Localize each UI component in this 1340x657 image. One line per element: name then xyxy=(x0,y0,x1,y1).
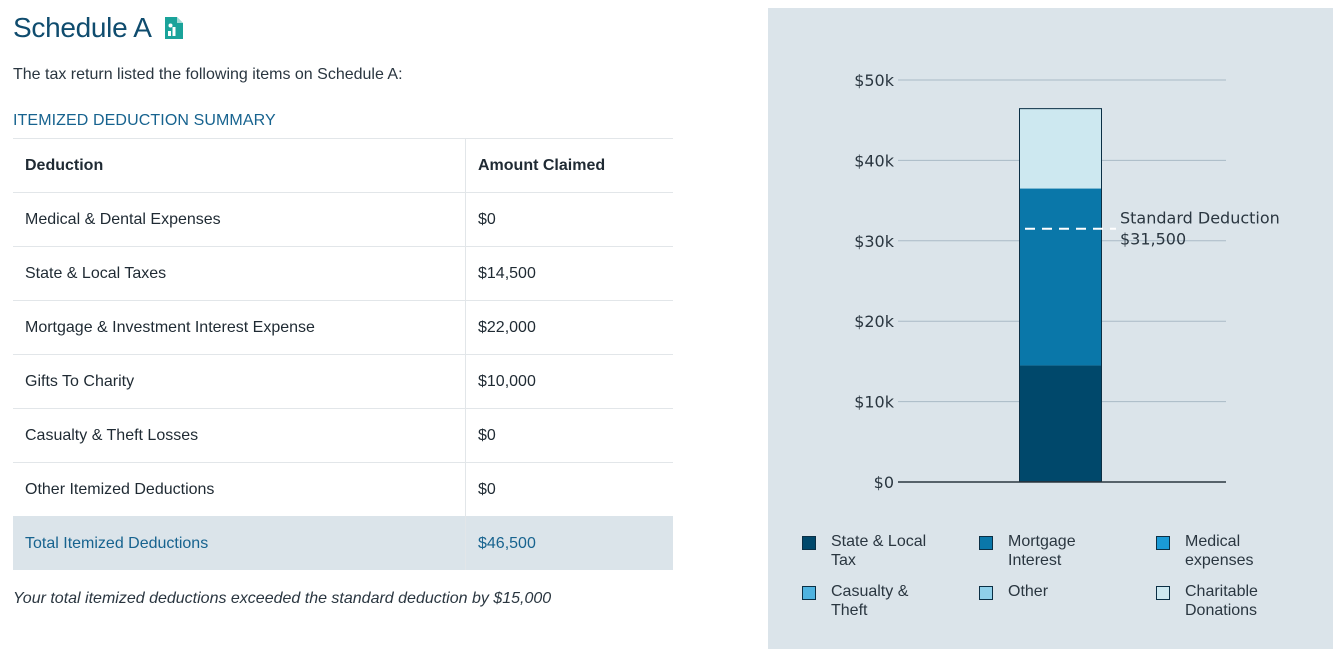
y-tick-label: $30k xyxy=(854,232,895,251)
legend-label: Other xyxy=(1008,583,1049,600)
legend-swatch xyxy=(802,536,816,550)
deduction-amount: $0 xyxy=(465,462,673,517)
legend-swatch xyxy=(1156,536,1170,550)
legend-label: Mortgage Interest xyxy=(1008,533,1076,569)
y-tick-label: $0 xyxy=(874,473,894,492)
intro-text: The tax return listed the following item… xyxy=(13,66,403,83)
total-row: Total Itemized Deductions $46,500 xyxy=(13,516,673,570)
deduction-label: Gifts To Charity xyxy=(13,354,466,409)
legend-label: Casualty & Theft xyxy=(831,583,909,619)
footnote: Your total itemized deductions exceeded … xyxy=(13,590,552,607)
legend-item: Charitable Donations xyxy=(1156,582,1306,620)
deduction-label: Other Itemized Deductions xyxy=(13,462,466,517)
table-row: Casualty & Theft Losses $0 xyxy=(13,408,673,463)
deduction-table: Deduction Amount Claimed Medical & Denta… xyxy=(13,138,673,570)
chart-panel: $0 $10k $20k $30k $40k $50k Standard Deduction… xyxy=(768,8,1333,649)
stacked-bar-chart: $0 $10k $20k $30k $40k $50k Standard Deduction… xyxy=(854,71,1280,492)
table-row: Gifts To Charity $10,000 xyxy=(13,354,673,409)
legend-swatch xyxy=(979,586,993,600)
legend-item: Casualty & Theft xyxy=(802,582,979,620)
y-tick-label: $50k xyxy=(854,71,895,90)
deduction-amount: $0 xyxy=(465,192,673,247)
y-tick-label: $10k xyxy=(854,393,895,412)
legend-label: Medical expenses xyxy=(1185,533,1254,569)
document-chart-icon[interactable] xyxy=(164,16,184,40)
y-tick-label: $20k xyxy=(854,312,895,331)
page-title: Schedule A xyxy=(13,12,152,43)
legend-swatch xyxy=(802,586,816,600)
deduction-label: State & Local Taxes xyxy=(13,246,466,301)
chart-legend: State & Local Tax Mortgage Interest Medica… xyxy=(802,532,1302,620)
table-row: Mortgage & Investment Interest Expense $… xyxy=(13,300,673,355)
legend-item: Medical expenses xyxy=(1156,532,1306,570)
column-header-amount: Amount Claimed xyxy=(465,138,673,193)
schedule-a-section: Schedule A The tax return listed the fol… xyxy=(13,0,673,608)
legend-label: State & Local Tax xyxy=(831,533,927,569)
deduction-label: Casualty & Theft Losses xyxy=(13,408,466,463)
total-label: Total Itemized Deductions xyxy=(13,516,466,570)
deduction-label: Mortgage & Investment Interest Expense xyxy=(13,300,466,355)
legend-item: Mortgage Interest xyxy=(979,532,1156,570)
section-label: ITEMIZED DEDUCTION SUMMARY xyxy=(13,112,276,129)
deduction-label: Medical & Dental Expenses xyxy=(13,192,466,247)
deduction-amount: $22,000 xyxy=(465,300,673,355)
bar-segment xyxy=(1019,188,1102,366)
bar-segment xyxy=(1019,365,1102,482)
legend-item: State & Local Tax xyxy=(802,532,979,570)
deduction-amount: $14,500 xyxy=(465,246,673,301)
legend-swatch xyxy=(1156,586,1170,600)
standard-deduction-label: Standard Deduction xyxy=(1120,209,1280,228)
title-row: Schedule A xyxy=(13,10,673,46)
legend-label: Charitable Donations xyxy=(1185,583,1258,619)
deduction-amount: $0 xyxy=(465,408,673,463)
table-row: Other Itemized Deductions $0 xyxy=(13,462,673,517)
table-header-row: Deduction Amount Claimed xyxy=(13,138,673,193)
bar-segment xyxy=(1019,108,1102,189)
legend-swatch xyxy=(979,536,993,550)
legend-item: Other xyxy=(979,582,1156,620)
table-row: State & Local Taxes $14,500 xyxy=(13,246,673,301)
column-header-deduction: Deduction xyxy=(13,138,466,193)
standard-deduction-value: $31,500 xyxy=(1120,230,1186,249)
deduction-amount: $10,000 xyxy=(465,354,673,409)
table-row: Medical & Dental Expenses $0 xyxy=(13,192,673,247)
y-tick-label: $40k xyxy=(854,151,895,170)
total-amount: $46,500 xyxy=(465,516,673,570)
